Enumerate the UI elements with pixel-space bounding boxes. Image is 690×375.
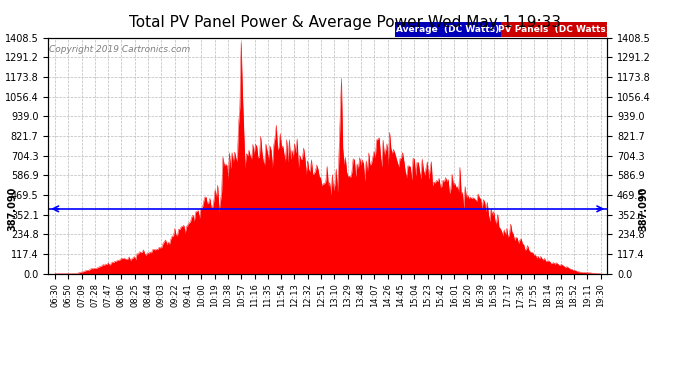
Text: 387.090: 387.090 xyxy=(638,187,649,231)
Text: 387.090: 387.090 xyxy=(7,187,17,231)
Text: Copyright 2019 Cartronics.com: Copyright 2019 Cartronics.com xyxy=(50,45,190,54)
Text: Total PV Panel Power & Average Power Wed May 1 19:33: Total PV Panel Power & Average Power Wed… xyxy=(129,15,561,30)
